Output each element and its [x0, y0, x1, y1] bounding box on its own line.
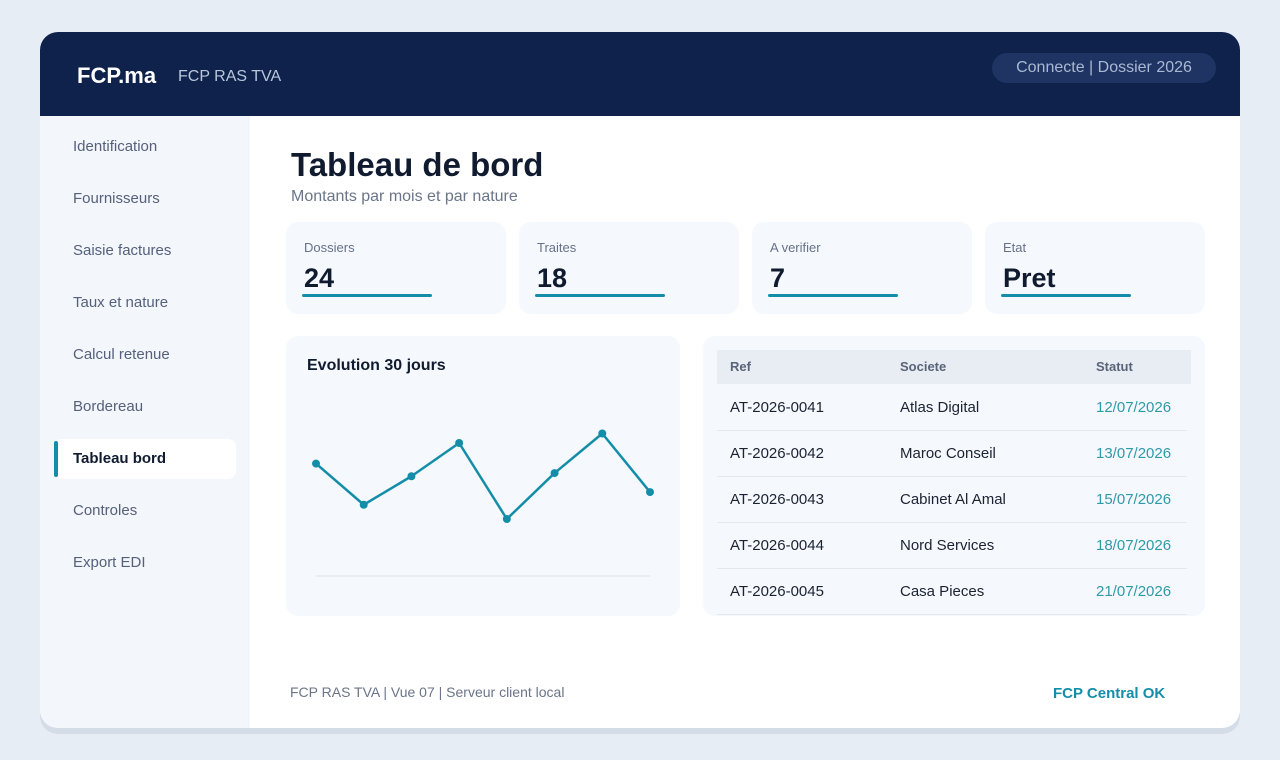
page-title: Tableau de bord [291, 146, 544, 183]
table-row[interactable]: AT-2026-0044 Nord Services 18/07/2026 [717, 523, 1187, 569]
cell-ref: AT-2026-0044 [730, 537, 824, 554]
kpi-card-a-verifier: A verifier 7 [752, 222, 972, 314]
app-name: FCP RAS TVA [178, 68, 282, 85]
page-subtitle: Montants par mois et par nature [291, 188, 518, 205]
data-point-3[interactable] [407, 472, 416, 481]
kpi-value: Pret [1003, 263, 1056, 293]
cell-statut: 21/07/2026 [1096, 583, 1172, 600]
connection-status-badge: Connecte | Dossier 2026 [992, 53, 1216, 83]
cell-societe: Cabinet Al Amal [900, 491, 1006, 508]
kpi-value: 7 [770, 263, 786, 293]
kpi-value: 24 [304, 263, 335, 293]
cell-societe: Nord Services [900, 537, 995, 554]
kpi-underline [302, 294, 432, 297]
data-point-4[interactable] [455, 439, 464, 447]
cell-statut: 13/07/2026 [1096, 445, 1172, 462]
sidebar-item-taux-nature[interactable]: Taux et nature [73, 294, 169, 311]
footer-info: FCP RAS TVA | Vue 07 | Serveur client lo… [290, 684, 565, 700]
sidebar-item-calcul-retenue[interactable]: Calcul retenue [73, 346, 170, 363]
sidebar-item-tableau-bord[interactable]: Tableau bord [54, 439, 236, 479]
central-status-indicator: FCP Central OK [1053, 685, 1166, 702]
cell-ref: AT-2026-0045 [730, 583, 824, 600]
line-chart [312, 429, 654, 577]
column-header-ref[interactable]: Ref [730, 359, 751, 374]
sidebar-item-export-edi[interactable]: Export EDI [73, 554, 146, 571]
data-point-2[interactable] [359, 500, 368, 509]
records-table: Ref Societe Statut AT-2026-0041 Atlas Di… [703, 336, 1205, 616]
cell-statut: 12/07/2026 [1096, 399, 1172, 416]
sidebar-item-saisie-factures[interactable]: Saisie factures [73, 242, 172, 259]
kpi-value: 18 [537, 263, 568, 293]
sidebar-item-fournisseurs[interactable]: Fournisseurs [73, 190, 160, 207]
sidebar-item-controles[interactable]: Controles [73, 502, 138, 519]
kpi-underline [1001, 294, 1131, 297]
chart-title: Evolution 30 jours [307, 357, 446, 374]
cell-societe: Atlas Digital [900, 399, 980, 416]
table-row[interactable]: AT-2026-0043 Cabinet Al Amal 15/07/2026 [717, 477, 1187, 523]
cell-societe: Casa Pieces [900, 583, 985, 600]
cell-statut: 18/07/2026 [1096, 537, 1172, 554]
data-point-5[interactable] [502, 515, 511, 523]
table-row[interactable]: AT-2026-0041 Atlas Digital 12/07/2026 [717, 385, 1187, 431]
app-window: FCP.ma FCP RAS TVA Connecte | Dossier 20… [40, 32, 1240, 728]
chart-card: Evolution 30 jours [286, 336, 680, 616]
cell-societe: Maroc Conseil [900, 445, 996, 462]
data-point-6[interactable] [550, 469, 559, 478]
cell-statut: 15/07/2026 [1096, 491, 1172, 508]
data-point-8[interactable] [646, 488, 654, 497]
column-header-societe[interactable]: Societe [900, 359, 947, 374]
sidebar: Identification Fournisseurs Saisie factu… [40, 116, 250, 728]
sidebar-item-identification[interactable]: Identification [73, 138, 158, 155]
data-point-1[interactable] [312, 459, 320, 468]
table-header: Ref Societe Statut [717, 350, 1191, 384]
kpi-underline [535, 294, 665, 297]
data-point-7[interactable] [598, 429, 607, 438]
table-row[interactable]: AT-2026-0042 Maroc Conseil 13/07/2026 [717, 431, 1187, 477]
sidebar-item-bordereau[interactable]: Bordereau [73, 398, 144, 415]
kpi-card-dossiers: Dossiers 24 [286, 222, 506, 314]
kpi-label: Dossiers [304, 240, 355, 255]
series-line [315, 432, 651, 521]
top-bar: FCP.ma FCP RAS TVA Connecte | Dossier 20… [40, 32, 1240, 116]
cell-ref: AT-2026-0042 [730, 445, 824, 462]
kpi-label: Etat [1003, 240, 1027, 255]
kpi-label: Traites [537, 240, 577, 255]
cell-ref: AT-2026-0043 [730, 491, 824, 508]
column-header-statut[interactable]: Statut [1096, 359, 1133, 374]
kpi-card-traites: Traites 18 [519, 222, 739, 314]
cell-ref: AT-2026-0041 [730, 399, 824, 416]
kpi-underline [768, 294, 898, 297]
kpi-card-etat: Etat Pret [985, 222, 1205, 314]
brand-logo[interactable]: FCP.ma [77, 63, 157, 88]
table-row[interactable]: AT-2026-0045 Casa Pieces 21/07/2026 [717, 569, 1187, 615]
kpi-label: A verifier [770, 240, 821, 255]
